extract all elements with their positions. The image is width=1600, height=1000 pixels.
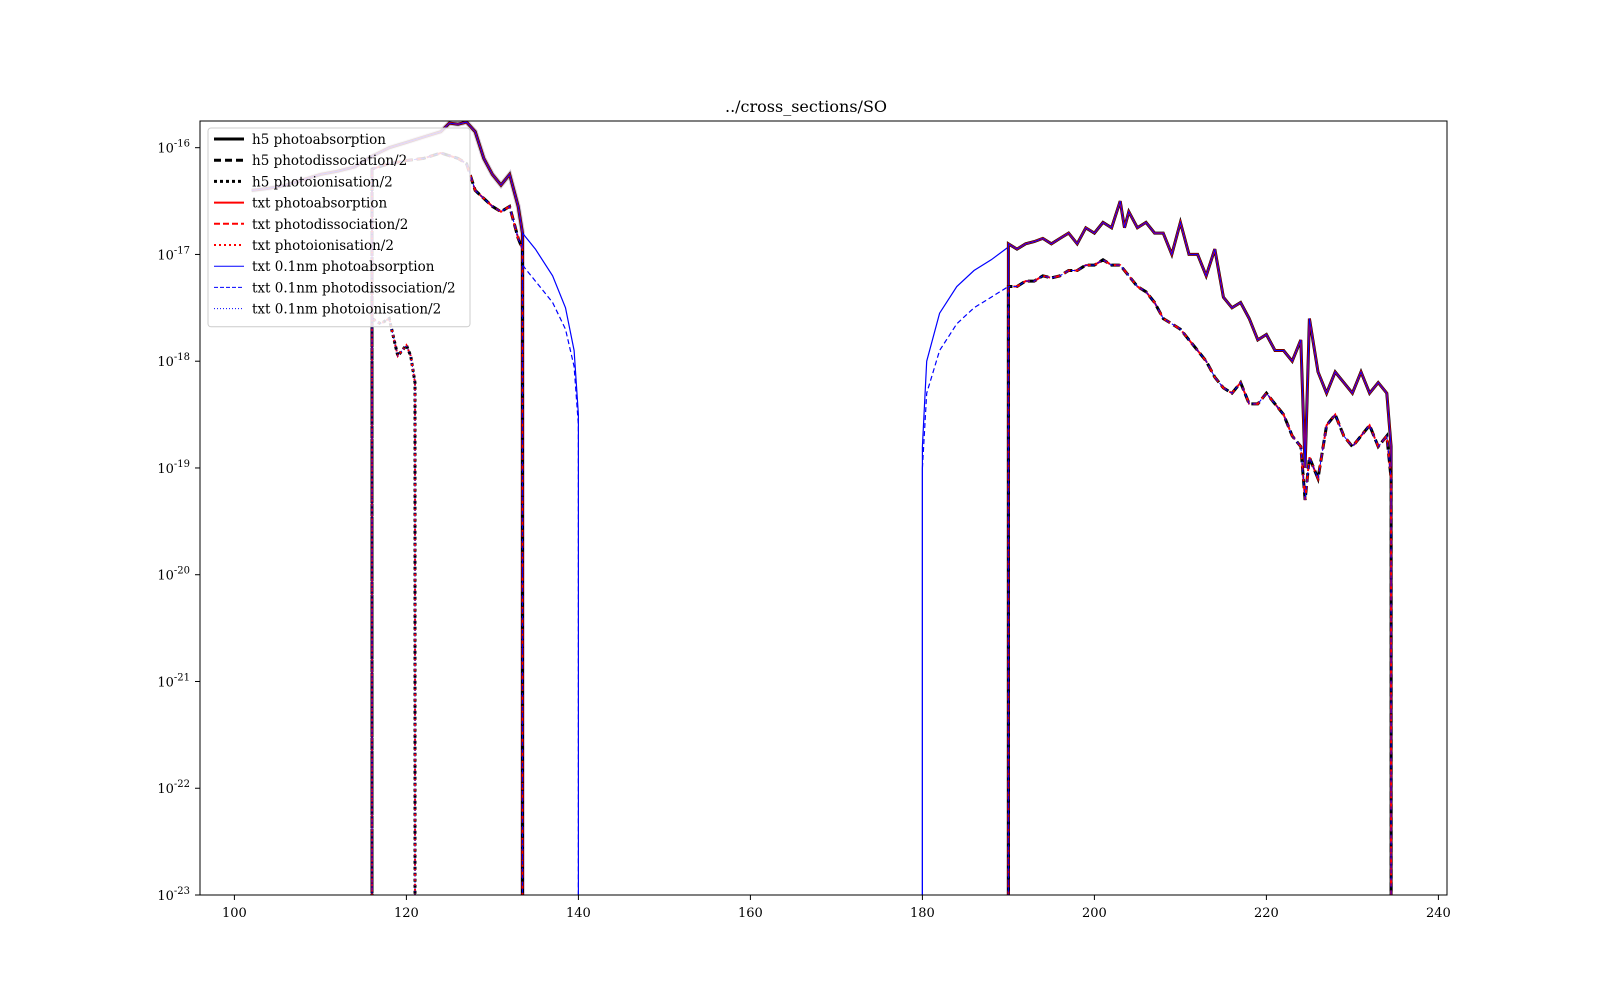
series-4: [522, 264, 579, 895]
series-7: [1006, 200, 1393, 895]
legend-label: h5 photodissociation/2: [252, 153, 407, 169]
x-tick-label: 180: [910, 906, 935, 921]
legend-entry: h5 photoionisation/2: [214, 174, 393, 190]
legend-label: txt 0.1nm photodissociation/2: [252, 280, 456, 296]
y-tick-label: 10-16: [157, 139, 190, 157]
legend-label: h5 photoabsorption: [252, 132, 386, 148]
legend-label: h5 photoionisation/2: [252, 174, 393, 190]
legend-label: txt 0.1nm photoionisation/2: [252, 302, 441, 318]
legend: h5 photoabsorption h5 photodissociation/2…: [207, 127, 471, 328]
series-line-blue: [371, 317, 416, 895]
y-tick-label: 10-23: [157, 886, 190, 904]
legend-box: [207, 127, 471, 328]
x-tick-label: 200: [1082, 906, 1107, 921]
series-line-blue: [1007, 259, 1392, 895]
series-3: [522, 232, 579, 895]
legend-entry: txt photoionisation/2: [214, 238, 394, 254]
y-tick-label: 10-18: [157, 352, 190, 370]
legend-label: txt photoionisation/2: [252, 238, 394, 254]
series-6: [921, 285, 1009, 895]
series-line: [522, 264, 579, 895]
series-line-blue: [1007, 200, 1392, 895]
legend-label: txt photoabsorption: [252, 196, 387, 212]
legend-entry: txt 0.1nm photodissociation/2: [214, 280, 456, 296]
y-tick-label: 10-22: [157, 779, 190, 797]
y-tick-label: 10-20: [157, 566, 190, 584]
y-tick-label: 10-21: [157, 672, 190, 690]
series-line: [522, 232, 579, 895]
series-line: [921, 285, 1009, 895]
legend-entry: txt 0.1nm photoionisation/2: [214, 302, 441, 318]
axes: 100 120 140 160 180 200 220 240 10-16 10-17 10-18 1…: [157, 120, 1451, 921]
legend-entry: txt photodissociation/2: [214, 217, 408, 233]
x-tick-label: 120: [394, 906, 419, 921]
legend-entry: h5 photoabsorption: [214, 132, 386, 148]
legend-label: txt 0.1nm photoabsorption: [252, 259, 435, 275]
x-tick-label: 160: [738, 906, 763, 921]
series-8: [1006, 258, 1393, 895]
x-tick-label: 240: [1426, 906, 1451, 921]
legend-entry: txt 0.1nm photoabsorption: [214, 259, 435, 275]
axes-frame: [199, 120, 1448, 896]
x-tick-label: 220: [1254, 906, 1279, 921]
legend-label: txt photodissociation/2: [252, 217, 408, 233]
chart-title: ../cross_sections/SO: [725, 97, 887, 116]
legend-entry: txt photoabsorption: [214, 196, 387, 212]
y-tick-label: 10-19: [157, 459, 190, 477]
y-tick-label: 10-17: [157, 245, 190, 263]
x-tick-label: 140: [566, 906, 591, 921]
legend-entry: h5 photodissociation/2: [214, 153, 407, 169]
series-2: [370, 315, 417, 895]
x-tick-label: 100: [222, 906, 247, 921]
